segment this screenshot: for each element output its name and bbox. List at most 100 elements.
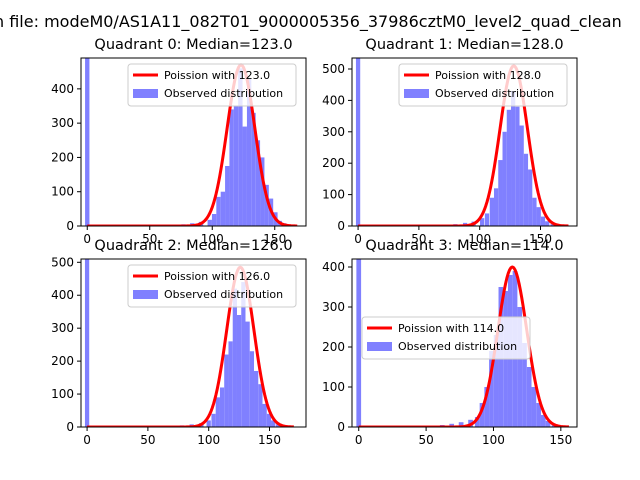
- figure-suptitle: n file: modeM0/AS1A11_082T01_9000005356_…: [0, 12, 622, 32]
- y-tick-label: 400: [51, 82, 74, 96]
- histogram-bar: [245, 321, 250, 427]
- legend-box: [127, 264, 297, 308]
- histogram-bar: [480, 218, 485, 226]
- x-tick-label: 0: [354, 232, 362, 246]
- histogram-bar: [241, 282, 246, 427]
- histogram-bar: [84, 259, 90, 427]
- histogram-bar: [225, 166, 230, 226]
- y-tick-label: 400: [51, 288, 74, 302]
- x-tick-label: 150: [549, 433, 572, 447]
- y-tick-label: 0: [337, 420, 345, 434]
- legend: Poission with 128.0 Observed distribution: [398, 63, 568, 107]
- y-tick-label: 100: [322, 380, 345, 394]
- legend-label-poisson: Poission with 128.0: [435, 69, 541, 82]
- histogram-bar: [211, 413, 216, 427]
- histogram-bar: [211, 214, 217, 226]
- y-tick-label: 300: [322, 125, 345, 139]
- y-tick-label: 200: [51, 354, 74, 368]
- histogram-bar: [356, 259, 362, 427]
- histogram-bar: [264, 184, 269, 226]
- x-tick-label: 0: [83, 433, 91, 447]
- histogram-bar: [355, 58, 361, 226]
- histogram-bar: [536, 403, 541, 427]
- histogram-bar: [258, 384, 263, 427]
- x-tick-label: 100: [468, 232, 491, 246]
- y-tick-label: 0: [66, 219, 74, 233]
- legend-bar-swatch: [133, 290, 158, 299]
- axes-frame: [80, 258, 307, 428]
- histogram-bar: [216, 196, 221, 226]
- histogram-bar: [249, 351, 255, 427]
- legend: Poission with 126.0 Observed distribution: [127, 264, 297, 308]
- histogram-bar: [206, 420, 211, 427]
- x-tick-label: 100: [201, 232, 224, 246]
- legend: Poission with 123.0 Observed distribution: [127, 63, 297, 107]
- subplot-quadrant-1: 0 50 100 150 0 100 200 300 400 500 Quadrant 1: Med…: [322, 37, 578, 246]
- x-tick-label: 50: [411, 232, 426, 246]
- x-tick-label: 0: [83, 232, 91, 246]
- histogram-bar: [511, 90, 516, 226]
- y-tick-label: 100: [322, 188, 345, 202]
- histogram-bar: [251, 112, 256, 226]
- histogram-bar: [254, 371, 259, 427]
- axes-frame: [80, 57, 307, 227]
- histogram-bar: [219, 387, 225, 427]
- y-tick-label: 400: [322, 93, 345, 107]
- x-tick-label: 50: [142, 232, 157, 246]
- histogram-bar: [519, 125, 524, 226]
- histogram-bar: [458, 422, 464, 427]
- y-tick-label: 0: [66, 420, 74, 434]
- subplot-quadrant-0: 0 50 100 150 0 100 200 300 400 Quadrant 0: Median…: [51, 37, 307, 246]
- histogram-bar: [522, 343, 527, 427]
- histogram-bar: [540, 415, 546, 427]
- histogram-bar: [484, 387, 490, 427]
- histogram-bar: [275, 424, 281, 427]
- y-tick-label: 300: [51, 116, 74, 130]
- subplot-quadrant-3: 0 50 100 150 0 100 200 300 400 Quadrant 3: Median…: [322, 238, 578, 447]
- subplot-title: Quadrant 0: Median=123.0: [94, 37, 292, 53]
- histogram-bar: [236, 315, 242, 427]
- histogram-bar: [449, 423, 455, 427]
- histogram-bar: [85, 58, 90, 226]
- axes-frame: [351, 57, 578, 227]
- x-tick-label: 100: [197, 433, 220, 447]
- histogram-bar: [215, 397, 220, 427]
- histogram-bar: [532, 197, 537, 226]
- x-tick-label: 50: [418, 433, 433, 447]
- histogram-bar: [479, 403, 485, 427]
- legend-box: [127, 63, 297, 107]
- histogram-bar: [550, 224, 555, 226]
- y-tick-label: 200: [322, 156, 345, 170]
- histogram-bar: [255, 140, 261, 226]
- legend-label-poisson: Poission with 126.0: [164, 270, 270, 283]
- x-tick-label: 150: [529, 232, 552, 246]
- histogram-bar: [474, 417, 480, 427]
- legend-label-poisson: Poission with 123.0: [164, 69, 270, 82]
- histogram-bar: [232, 288, 237, 427]
- histogram-bar: [523, 153, 529, 226]
- histogram-bar: [526, 367, 532, 427]
- y-tick-label: 500: [51, 255, 74, 269]
- x-tick-label: 100: [482, 433, 505, 447]
- y-tick-label: 300: [322, 300, 345, 314]
- legend-box: [398, 63, 568, 107]
- y-tick-label: 300: [51, 321, 74, 335]
- histogram-bar: [515, 106, 520, 226]
- histogram-bar: [502, 131, 507, 226]
- histogram-bar: [493, 188, 499, 226]
- histogram-bar: [271, 420, 276, 427]
- y-tick-label: 400: [322, 260, 345, 274]
- histogram-bar: [545, 421, 551, 427]
- legend-bar-swatch: [404, 89, 429, 98]
- y-tick-label: 200: [322, 340, 345, 354]
- histogram-bar: [493, 335, 499, 427]
- legend-box: [361, 316, 531, 360]
- histogram-bar: [531, 387, 537, 427]
- x-tick-label: 150: [258, 433, 281, 447]
- histogram-bar: [238, 68, 243, 226]
- legend-bar-swatch: [133, 89, 158, 98]
- histogram-bar: [506, 109, 512, 226]
- subplot-title: Quadrant 2: Median=126.0: [94, 238, 292, 254]
- y-tick-label: 0: [337, 219, 345, 233]
- y-tick-label: 100: [51, 185, 74, 199]
